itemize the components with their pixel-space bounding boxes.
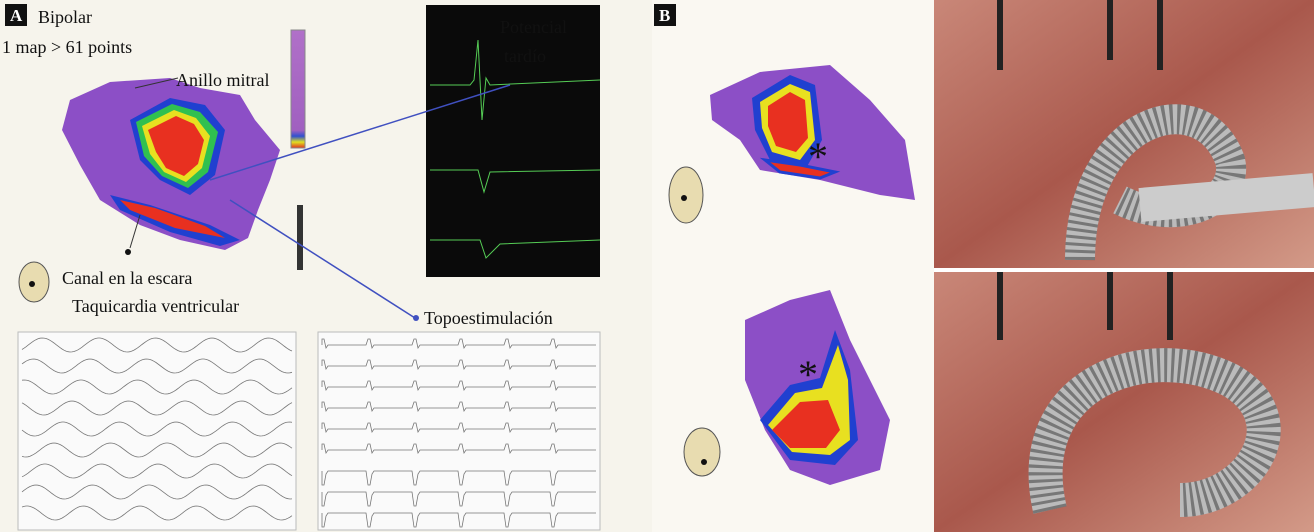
mode-label: Bipolar [38, 7, 92, 27]
channel-label: Canal en la escara [62, 268, 192, 288]
marker: * [808, 134, 828, 179]
pointer-dot [125, 249, 131, 255]
marker: * [798, 352, 818, 397]
color-bar [291, 30, 305, 148]
surgical-photo [934, 272, 1314, 532]
figure: A Bipolar 1 map > 61 points Anillo mitra… [0, 0, 1314, 532]
scale-bar [297, 205, 303, 270]
signal-label: Potencial [500, 17, 567, 37]
panel-label: A [10, 6, 23, 25]
heart-icon [669, 167, 703, 223]
pointer-dot [413, 315, 419, 321]
ecg-vt [18, 332, 296, 530]
points-label: 1 map > 61 points [2, 37, 132, 57]
surgical-photo [934, 0, 1314, 268]
pacing-label: Topoestimulación [424, 308, 553, 328]
vt-label: Taquicardia ventricular [72, 296, 239, 316]
heart-icon [19, 262, 49, 302]
mitral-label: Anillo mitral [176, 70, 270, 90]
signal-label: tardío [504, 46, 546, 66]
panel-label: B [659, 6, 670, 25]
heart-icon [684, 428, 720, 476]
